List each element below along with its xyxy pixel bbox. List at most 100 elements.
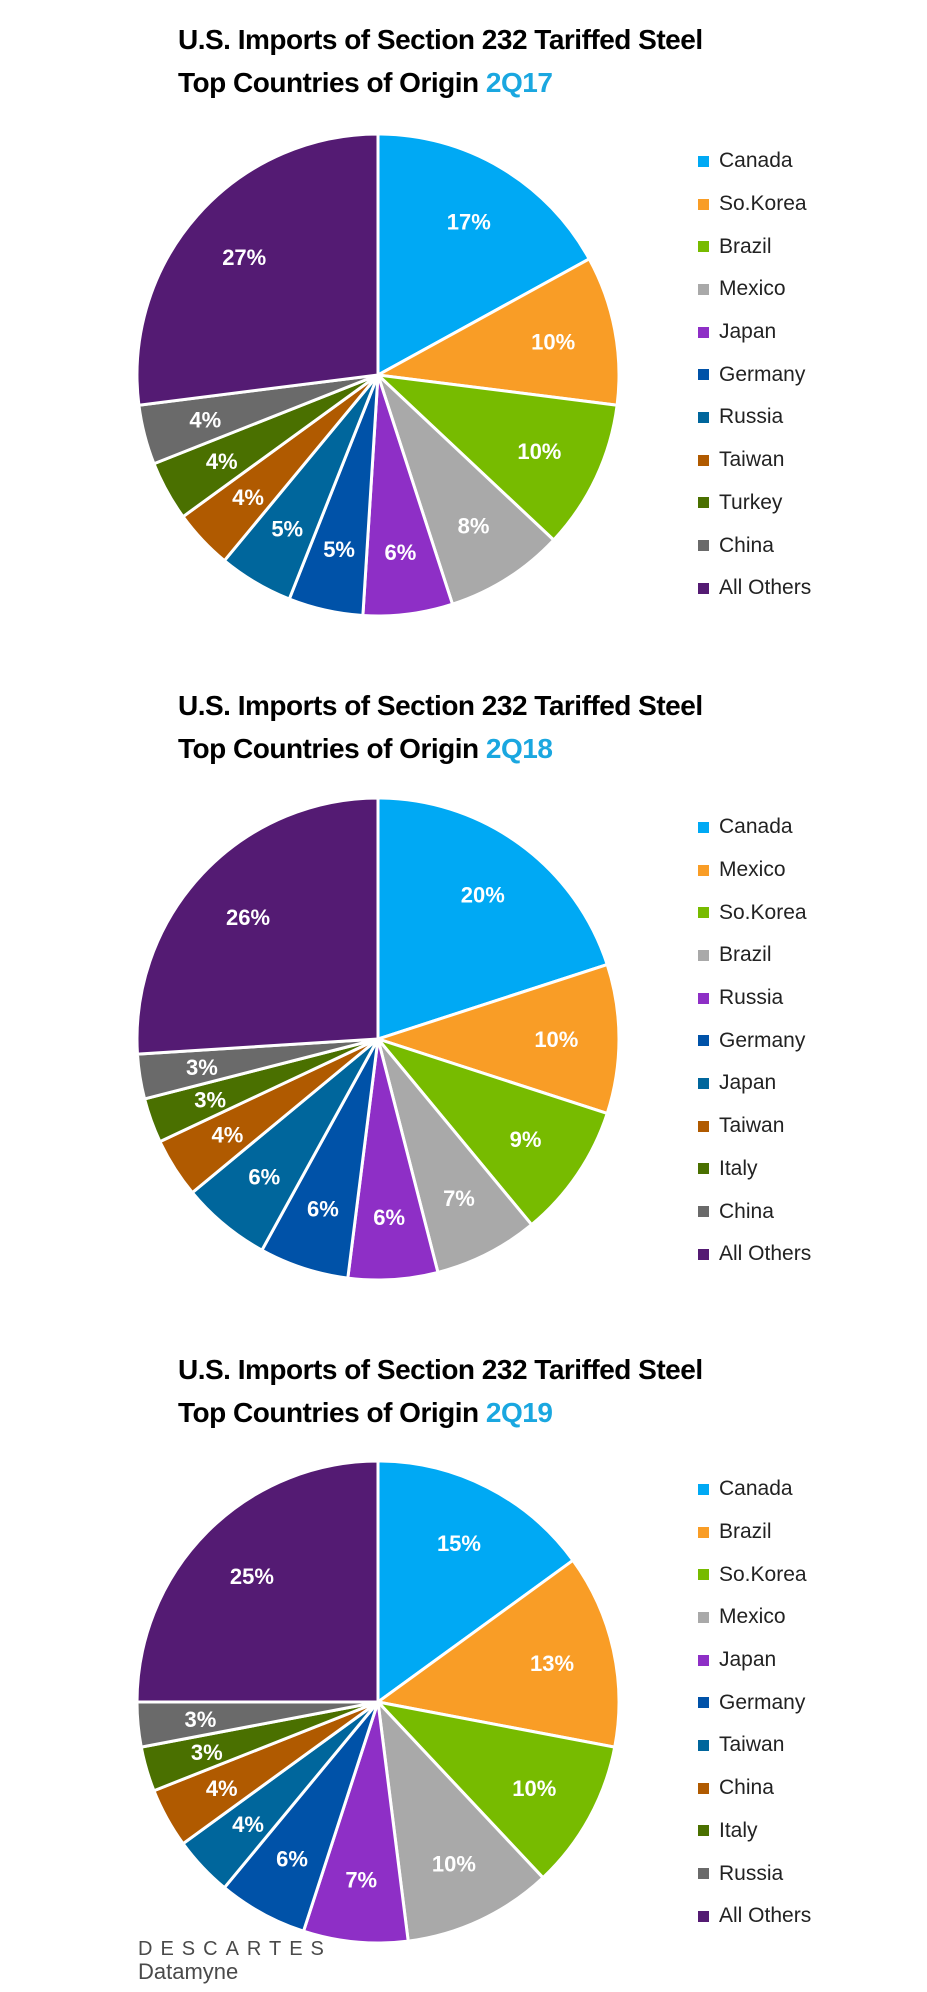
legend-swatch: [698, 1077, 709, 1089]
legend-swatch: [698, 1697, 709, 1709]
legend-label: Taiwan: [719, 1733, 785, 1757]
legend-label: So.Korea: [719, 192, 807, 216]
pie-chart-2q19: U.S. Imports of Section 232 Tariffed Ste…: [0, 1328, 927, 1992]
legend-label: Brazil: [719, 1520, 772, 1544]
legend-label: Mexico: [719, 858, 786, 882]
data-label: 6%: [307, 1197, 339, 1222]
legend-item: Taiwan: [698, 1724, 811, 1767]
slice-brazil: [376, 1038, 534, 1275]
slice-mexico: [373, 962, 621, 1116]
legend-item: Canada: [698, 140, 811, 183]
legend-label: Russia: [719, 986, 784, 1010]
legend-swatch: [698, 1526, 709, 1538]
legend-swatch: [698, 821, 709, 833]
data-label: 25%: [230, 1564, 274, 1589]
legend-label: China: [719, 1776, 774, 1800]
legend-item: China: [698, 1767, 811, 1810]
legend-item: Italy: [698, 1148, 811, 1191]
legend-item: Turkey: [698, 482, 811, 525]
legend-item: Mexico: [698, 849, 811, 892]
legend-label: Canada: [719, 1477, 793, 1501]
data-label: 7%: [443, 1186, 475, 1211]
legend-swatch: [698, 1120, 709, 1132]
chart-title: U.S. Imports of Section 232 Tariffed Ste…: [178, 18, 703, 104]
legend-item: Mexico: [698, 1596, 811, 1639]
legend-swatch: [698, 497, 709, 509]
logo-line1: DESCARTES: [138, 1938, 332, 1960]
data-label: 10%: [512, 1776, 556, 1801]
slice-brazil: [373, 372, 619, 543]
pie-svg: 17% 10% 10% 8% 6% 5% 5% 4% 4% 4% 27%: [135, 132, 621, 618]
legend-swatch: [698, 1910, 709, 1922]
data-label: 3%: [194, 1087, 226, 1112]
legend-swatch: [698, 1035, 709, 1047]
title-period: 2Q19: [485, 1397, 553, 1428]
legend-label: China: [719, 533, 774, 557]
legend-label: China: [719, 1199, 774, 1223]
legend-swatch: [698, 1248, 709, 1260]
legend-item: Russia: [698, 977, 811, 1020]
data-label: 27%: [222, 245, 266, 270]
legend-label: Canada: [719, 815, 793, 839]
title-line2: Top Countries of Origin: [178, 67, 479, 98]
data-label: 3%: [186, 1055, 218, 1080]
legend-label: Russia: [719, 405, 784, 429]
title-line1: U.S. Imports of Section 232 Tariffed Ste…: [178, 24, 703, 55]
data-label: 9%: [510, 1127, 542, 1152]
data-label: 20%: [461, 883, 505, 908]
slice-all-others: [135, 132, 380, 407]
chart-title: U.S. Imports of Section 232 Tariffed Ste…: [178, 1348, 703, 1434]
legend-swatch: [698, 1782, 709, 1794]
pie-svg: 20%10%9%7%6%6%6%4%3%3%26%: [135, 796, 621, 1282]
legend-item: So.Korea: [698, 891, 811, 934]
legend-swatch: [698, 992, 709, 1004]
legend-item: Japan: [698, 1062, 811, 1105]
legend: Canada So.Korea Brazil Mexico Japan Germany Ru…: [698, 140, 811, 610]
data-label: 7%: [345, 1868, 377, 1893]
legend-swatch: [698, 1611, 709, 1623]
slice-all-others: [135, 796, 380, 1056]
legend-label: Mexico: [719, 277, 786, 301]
data-label: 13%: [530, 1651, 574, 1676]
data-label: 5%: [323, 537, 355, 562]
legend-item: Germany: [698, 1681, 811, 1724]
data-label: 3%: [185, 1707, 217, 1732]
legend-swatch: [698, 198, 709, 210]
descartes-datamyne-logo: DESCARTES Datamyne: [138, 1938, 332, 1984]
legend: Canada Brazil So.Korea Mexico Japan Germany Ta…: [698, 1468, 811, 1938]
legend-swatch: [698, 1163, 709, 1175]
title-line1: U.S. Imports of Section 232 Tariffed Ste…: [178, 690, 703, 721]
legend-swatch: [698, 326, 709, 338]
legend-label: So.Korea: [719, 1562, 807, 1586]
slice-canada: [376, 1459, 576, 1705]
legend-label: Turkey: [719, 490, 783, 514]
legend-label: Germany: [719, 1690, 806, 1714]
legend-swatch: [698, 155, 709, 167]
legend-swatch: [698, 1825, 709, 1837]
legend-item: Brazil: [698, 225, 811, 268]
legend-item: Germany: [698, 353, 811, 396]
pie-chart-2q17: U.S. Imports of Section 232 Tariffed Ste…: [0, 0, 927, 664]
legend-swatch: [698, 1654, 709, 1666]
slice-canada: [376, 132, 592, 378]
slice-so-korea: [373, 1035, 610, 1227]
legend-label: Japan: [719, 320, 777, 344]
slice-mexico: [375, 1697, 546, 1943]
legend-item: Taiwan: [698, 1105, 811, 1148]
legend-swatch: [698, 1483, 709, 1495]
legend-swatch: [698, 411, 709, 423]
data-label: 26%: [226, 905, 270, 930]
legend-item: All Others: [698, 1233, 811, 1276]
title-line1: U.S. Imports of Section 232 Tariffed Ste…: [178, 1354, 703, 1385]
legend-label: Italy: [719, 1156, 758, 1180]
title-period: 2Q17: [485, 67, 553, 98]
data-label: 4%: [189, 407, 221, 432]
legend-swatch: [698, 454, 709, 466]
legend-label: Russia: [719, 1861, 784, 1885]
data-label: 3%: [191, 1740, 223, 1765]
data-label: 4%: [206, 1776, 238, 1801]
data-label: 4%: [232, 485, 264, 510]
legend-swatch: [698, 241, 709, 253]
legend-item: Italy: [698, 1810, 811, 1853]
legend-label: All Others: [719, 576, 812, 600]
